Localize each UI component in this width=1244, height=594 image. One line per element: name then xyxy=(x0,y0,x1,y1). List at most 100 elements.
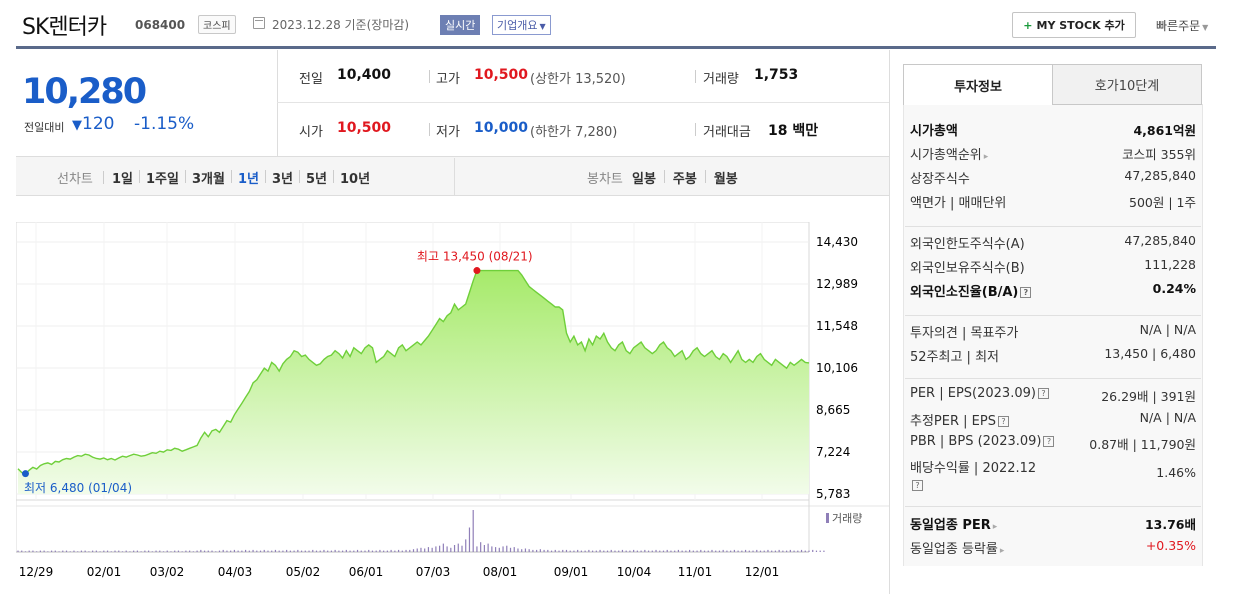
volume-bar xyxy=(614,550,616,552)
volume-bar xyxy=(453,545,456,552)
add-my-stock-button[interactable]: + MY STOCK 추가 xyxy=(1012,12,1136,38)
x-tick-label: 03/02 xyxy=(150,565,185,579)
info-label: 배당수익률 | 2022.12? xyxy=(910,457,1036,491)
volume-bar xyxy=(110,551,112,552)
volume-bar xyxy=(338,550,340,552)
y-tick-label: 7,224 xyxy=(816,445,850,459)
volume-bar xyxy=(84,550,86,552)
tab-orderbook[interactable]: 호가10단계 xyxy=(1052,64,1202,105)
prev-close-value: 10,400 xyxy=(337,67,392,83)
help-icon[interactable]: ? xyxy=(1043,436,1055,447)
volume-bar xyxy=(528,549,530,552)
volume-bar xyxy=(468,527,471,552)
volume-bar xyxy=(334,549,336,552)
volume-bar xyxy=(483,545,485,552)
quick-order-menu[interactable]: 빠른주문 ▼ xyxy=(1156,17,1208,34)
volume-bar xyxy=(21,550,23,552)
volume-bar xyxy=(618,550,620,552)
volume-bar xyxy=(103,550,105,552)
volume-bar xyxy=(558,550,560,552)
volume-bar xyxy=(565,549,568,552)
price-area xyxy=(18,270,809,494)
volume-bar xyxy=(155,550,157,552)
info-value: +0.35% xyxy=(1145,538,1196,553)
price-chart[interactable]: 14,430 12,989 11,548 10,106 8,665 7,224 5,783 1… xyxy=(16,222,889,594)
period-tab-3년[interactable]: 3년 xyxy=(271,172,293,187)
stock-code: 068400 xyxy=(135,18,186,32)
line-chart-label[interactable]: 선차트 xyxy=(57,172,93,187)
volume-bar xyxy=(759,550,762,552)
info-value: 13,450 | 6,480 xyxy=(1104,346,1196,361)
help-icon[interactable]: ? xyxy=(1037,388,1049,399)
candle-tabs: 일봉 주봉 월봉 xyxy=(632,168,738,187)
realtime-button[interactable]: 실시간 xyxy=(440,15,481,35)
help-icon[interactable]: ? xyxy=(1020,287,1032,298)
volume-bar xyxy=(521,549,523,552)
help-icon[interactable]: ? xyxy=(912,480,923,491)
info-value: 500원 | 1주 xyxy=(1129,195,1196,210)
info-label[interactable]: 시가총액순위 ▸ xyxy=(910,144,988,163)
period-tab-5년[interactable]: 5년 xyxy=(305,172,327,187)
volume-bar xyxy=(450,547,452,552)
volume-bar xyxy=(498,547,500,552)
volume-bar xyxy=(424,548,426,552)
x-tick-label: 04/03 xyxy=(218,565,253,579)
volume-bar xyxy=(274,549,277,552)
volume-bar xyxy=(562,549,564,552)
info-label[interactable]: 동일업종 등락률 ▸ xyxy=(910,538,1004,557)
volume-bar xyxy=(786,550,788,552)
period-tab-3개월[interactable]: 3개월 xyxy=(191,172,225,187)
candle-tab-일봉[interactable]: 일봉 xyxy=(632,172,656,187)
x-tick-label: 09/01 xyxy=(554,565,589,579)
volume-bar xyxy=(189,550,191,552)
volume-bar xyxy=(782,550,784,552)
candle-chart-label[interactable]: 봉차트 xyxy=(587,172,623,187)
volume-bar xyxy=(748,550,750,552)
volume-bar xyxy=(636,550,638,552)
volume-bar xyxy=(151,551,153,552)
price-line xyxy=(17,269,810,475)
info-label-text: 시가총액순위 xyxy=(910,148,982,163)
volume-bar xyxy=(823,550,825,552)
info-value: N/A | N/A xyxy=(1139,410,1196,425)
volume-bar xyxy=(554,549,556,552)
period-tab-1년[interactable]: 1년 xyxy=(237,172,259,187)
volume-bar xyxy=(718,550,721,552)
period-tab-10년[interactable]: 10년 xyxy=(340,172,371,187)
info-label: 상장주식수 xyxy=(910,168,970,187)
volume-bar xyxy=(797,550,799,552)
info-label[interactable]: 동일업종 PER ▸ xyxy=(910,514,997,533)
volume-bar xyxy=(185,550,187,552)
candle-tab-주봉[interactable]: 주봉 xyxy=(672,172,697,187)
open-label: 시가 xyxy=(299,125,323,140)
section-divider xyxy=(905,506,1201,507)
help-icon[interactable]: ? xyxy=(997,416,1009,427)
volume-bar xyxy=(144,550,146,552)
volume-bar xyxy=(595,550,597,552)
volume-bar xyxy=(461,545,463,552)
volume-bar xyxy=(524,548,527,552)
volume-bar xyxy=(200,549,202,552)
volume-bar xyxy=(696,550,698,552)
volume-bar xyxy=(420,547,422,552)
volume-bar xyxy=(353,550,355,552)
volume-bar xyxy=(547,549,549,552)
chart-frame xyxy=(16,222,810,501)
period-tab-1일[interactable]: 1일 xyxy=(112,172,134,187)
volume-bar xyxy=(50,550,53,552)
volume-bar xyxy=(815,550,818,552)
volume-bar xyxy=(237,550,239,552)
divider xyxy=(184,170,186,183)
volume-value: 1,753 xyxy=(754,67,799,83)
change-label: 전일대비 xyxy=(24,121,65,134)
info-value: 0.87배 | 11,790원 xyxy=(1089,437,1196,452)
company-info-dropdown[interactable]: 기업개요 ▼ xyxy=(492,15,551,35)
period-tab-1주일[interactable]: 1주일 xyxy=(146,172,179,187)
volume-bar xyxy=(386,550,388,552)
volume-bar xyxy=(599,549,601,552)
info-label: 액면가 | 매매단위 xyxy=(910,192,1006,211)
tab-investment-info[interactable]: 투자정보 xyxy=(903,64,1053,105)
min-annotation: 최저 6,480 (01/04) xyxy=(24,481,132,495)
candle-tab-월봉[interactable]: 월봉 xyxy=(713,172,738,187)
lower-limit: (하한가 7,280) xyxy=(530,125,618,140)
